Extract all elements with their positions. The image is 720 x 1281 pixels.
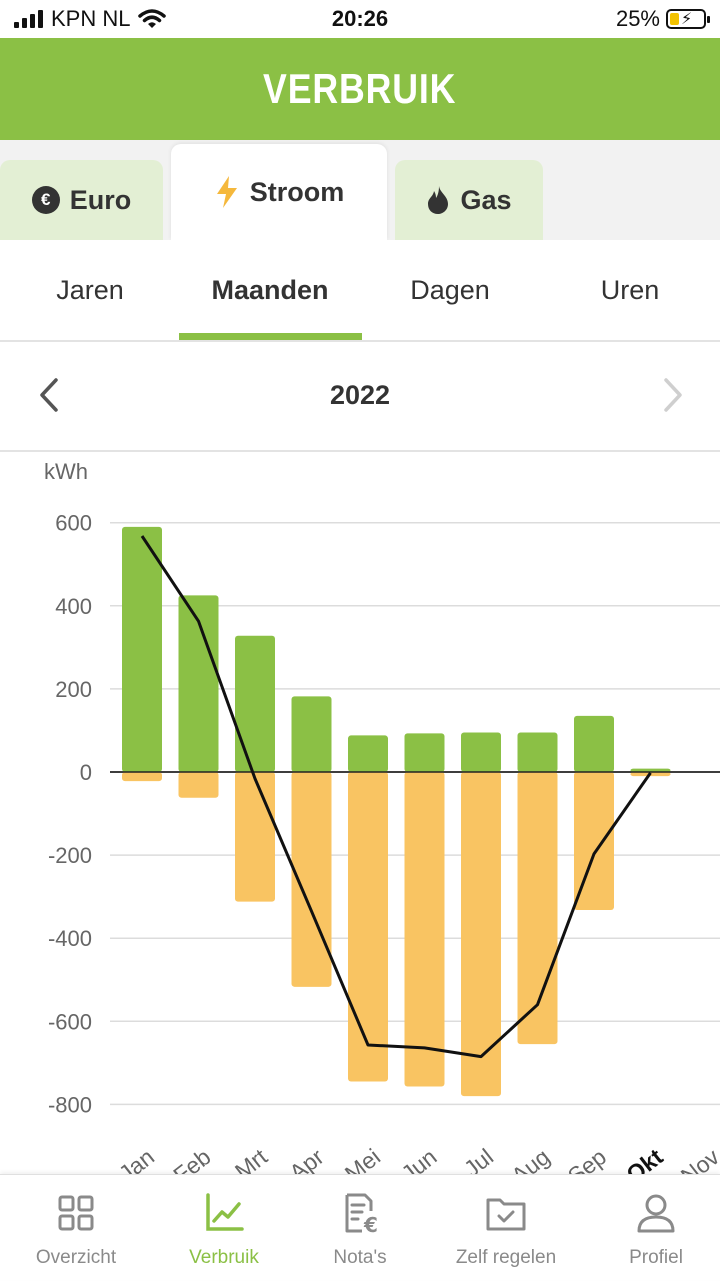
tab-uren[interactable]: Uren — [600, 274, 660, 305]
y-tick-label: 600 — [55, 511, 92, 536]
folder-check-icon — [486, 1198, 526, 1231]
bar-positive — [348, 735, 388, 772]
tab-euro-label: Euro — [69, 184, 132, 215]
y-tick-label: 0 — [80, 760, 92, 785]
period-tabs: Jaren Maanden Dagen Uren — [0, 240, 720, 342]
invoice-euro-icon: € — [345, 1193, 378, 1235]
bar-positive — [291, 696, 332, 772]
signal-icon — [14, 10, 43, 28]
y-axis-unit-label: kWh — [44, 459, 88, 484]
bar-positive — [574, 715, 614, 772]
y-tick-label: -800 — [48, 1092, 92, 1117]
bar-negative — [348, 772, 388, 1082]
euro-icon: € — [31, 186, 60, 214]
nav-zelf-regelen-label: Zelf regelen — [455, 1247, 557, 1268]
battery-icon: ⚡ — [666, 9, 710, 29]
nav-notas-label: Nota's — [333, 1247, 387, 1268]
grid-icon — [58, 1195, 94, 1231]
wifi-icon — [138, 9, 167, 28]
tab-stroom-label: Stroom — [249, 176, 345, 207]
x-tick-label: Aug — [506, 1143, 554, 1174]
net-consumption-line — [140, 535, 652, 1059]
x-tick-label: Sep — [563, 1143, 611, 1174]
bar-negative — [178, 772, 219, 798]
bar-positive — [630, 768, 671, 772]
bar-positive — [461, 732, 501, 772]
nav-verbruik-label: Verbruik — [189, 1247, 259, 1268]
bar-negative — [461, 772, 501, 1097]
tab-euro[interactable]: € Euro — [0, 160, 163, 240]
battery-percentage: 25% — [615, 6, 660, 31]
consumption-chart: kWh 600 400 200 0 -200 -400 -600 -800 Jan Feb Mrt Ap… — [0, 452, 720, 1174]
x-tick-label: Nov — [676, 1143, 720, 1174]
x-tick-label: Mei — [340, 1143, 385, 1174]
x-tick-label: Jul — [459, 1143, 498, 1174]
battery-area: 25% ⚡ — [615, 6, 710, 32]
tab-gas-label: Gas — [460, 184, 512, 215]
bar-positive — [122, 526, 162, 772]
nav-profiel-label: Profiel — [629, 1247, 683, 1268]
tab-gas[interactable]: Gas — [395, 160, 543, 240]
tab-jaren[interactable]: Jaren — [56, 274, 124, 305]
x-tick-label: Okt — [621, 1143, 667, 1174]
person-icon — [637, 1194, 675, 1233]
energy-type-tabs: € Euro Stroom Gas — [0, 140, 720, 240]
y-tick-label: -400 — [48, 926, 92, 951]
x-tick-label: Mrt — [230, 1143, 273, 1174]
x-tick-label: Feb — [168, 1143, 215, 1174]
x-tick-label: Jan — [114, 1143, 159, 1174]
tab-maanden[interactable]: Maanden — [211, 274, 329, 305]
status-bar: KPN NL 20:26 25% ⚡ — [0, 0, 720, 38]
next-year-button[interactable] — [652, 370, 692, 420]
bar-positive — [235, 635, 275, 772]
bar-negative — [122, 772, 162, 782]
year-label: 2022 — [329, 380, 391, 410]
flame-icon — [428, 186, 449, 214]
nav-overzicht[interactable]: Overzicht — [4, 1175, 148, 1281]
svg-text:€: € — [363, 1213, 378, 1235]
x-tick-label: Apr — [284, 1143, 328, 1174]
page-title: VERBRUIK — [263, 65, 457, 112]
y-tick-label: 200 — [55, 677, 92, 702]
chart-icon — [206, 1193, 244, 1231]
carrier-area: KPN NL — [14, 6, 167, 32]
x-tick-label: Jun — [396, 1143, 441, 1174]
bar-positive — [178, 595, 219, 772]
previous-year-button[interactable] — [30, 370, 70, 420]
bar-negative — [404, 772, 445, 1087]
tab-dagen[interactable]: Dagen — [410, 274, 490, 305]
y-tick-label: 400 — [55, 594, 92, 619]
y-tick-label: -200 — [48, 843, 92, 868]
bottom-navigation: Overzicht Verbruik € Nota's Zelf regelen… — [0, 1174, 720, 1280]
tab-stroom[interactable]: Stroom — [171, 144, 387, 240]
nav-profiel[interactable]: Profiel — [584, 1175, 720, 1281]
nav-verbruik[interactable]: Verbruik — [152, 1175, 296, 1281]
nav-overzicht-label: Overzicht — [35, 1247, 117, 1268]
app-header: VERBRUIK — [0, 38, 720, 140]
chart-canvas: kWh 600 400 200 0 -200 -400 -600 -800 Jan Feb Mrt Ap… — [44, 459, 720, 1174]
clock: 20:26 — [331, 6, 389, 31]
year-navigation: 2022 — [0, 344, 720, 452]
bar-positive — [404, 733, 445, 772]
bar-negative — [574, 772, 614, 910]
nav-zelf-regelen[interactable]: Zelf regelen — [434, 1175, 578, 1281]
lightning-icon — [216, 176, 237, 208]
nav-notas[interactable]: € Nota's — [288, 1175, 432, 1281]
carrier-label: KPN NL — [51, 6, 131, 31]
bar-negative — [235, 772, 275, 902]
y-tick-label: -600 — [48, 1009, 92, 1034]
active-tab-indicator — [179, 333, 362, 340]
bar-positive — [517, 732, 558, 772]
